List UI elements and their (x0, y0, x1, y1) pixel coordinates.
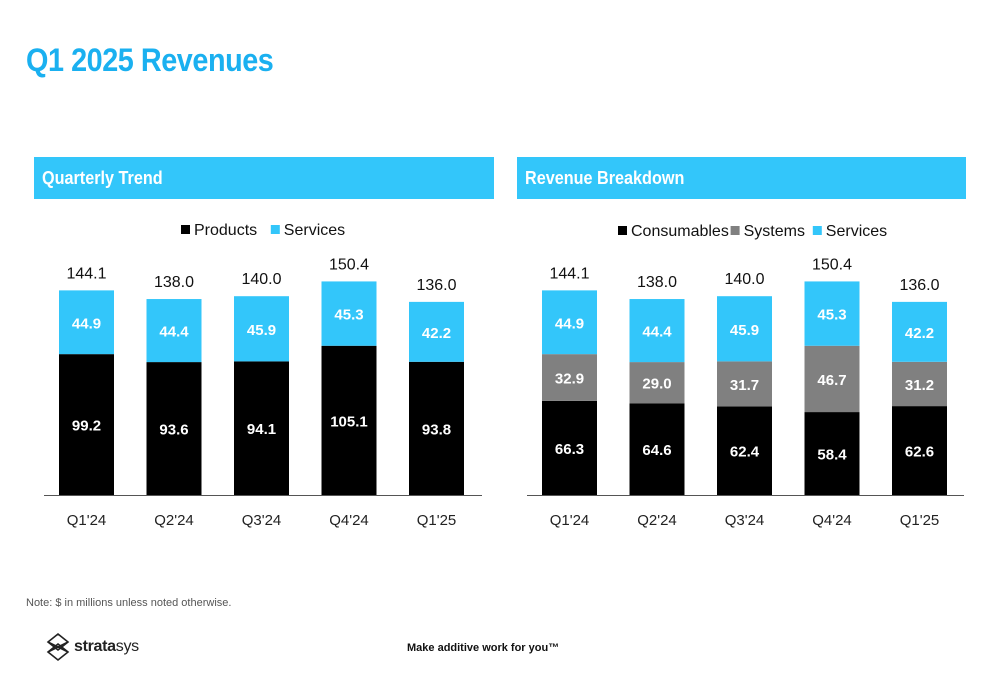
breakdown-value-label-services-3: 45.3 (817, 307, 846, 324)
tagline: Make additive work for you™ (407, 642, 560, 654)
breakdown-x-tick-3: Q4'24 (812, 512, 852, 529)
breakdown-bar-services-3 (804, 281, 860, 346)
trend-legend-swatch-1 (270, 225, 280, 234)
quarterly-trend-title: Quarterly Trend (42, 168, 163, 188)
trend-value-label-services-1: 44.4 (159, 324, 189, 341)
breakdown-x-tick-0: Q1'24 (550, 512, 590, 529)
trend-total-label-1: 138.0 (154, 274, 194, 291)
trend-value-label-products-2: 94.1 (247, 421, 276, 438)
trend-legend-label-1: Services (284, 222, 345, 239)
breakdown-value-label-systems-1: 29.0 (642, 376, 671, 393)
breakdown-bar-consumables-2 (717, 406, 772, 495)
breakdown-value-label-systems-4: 31.2 (905, 377, 934, 394)
trend-x-tick-1: Q2'24 (154, 512, 194, 529)
revenue-breakdown-header: Revenue Breakdown (517, 157, 966, 199)
breakdown-bar-consumables-1 (629, 403, 685, 495)
breakdown-value-label-services-1: 44.4 (642, 324, 672, 341)
breakdown-bar-systems-2 (717, 361, 772, 407)
revenue-breakdown-title: Revenue Breakdown (525, 168, 685, 188)
breakdown-value-label-services-0: 44.9 (555, 315, 584, 332)
trend-total-label-0: 144.1 (66, 265, 106, 282)
trend-bar-products-3 (321, 345, 377, 495)
breakdown-bar-systems-3 (804, 345, 860, 413)
breakdown-bar-services-4 (892, 301, 947, 362)
trend-bar-products-4 (409, 361, 464, 495)
breakdown-bar-systems-4 (892, 361, 947, 407)
breakdown-value-label-services-2: 45.9 (730, 322, 759, 339)
trend-total-label-2: 140.0 (241, 271, 281, 288)
breakdown-bar-systems-1 (629, 362, 685, 404)
breakdown-total-label-0: 144.1 (549, 265, 589, 282)
breakdown-bar-services-2 (717, 296, 772, 362)
breakdown-legend-label-2: Services (826, 223, 887, 240)
breakdown-total-label-2: 140.0 (724, 271, 764, 288)
trend-bar-products-2 (234, 361, 289, 495)
breakdown-bar-consumables-4 (892, 406, 947, 495)
breakdown-bar-consumables-3 (804, 412, 860, 495)
trend-total-label-4: 136.0 (416, 277, 456, 294)
breakdown-legend-swatch-0 (618, 226, 627, 235)
breakdown-bar-services-0 (542, 290, 597, 355)
breakdown-legend-label-0: Consumables (631, 223, 729, 240)
breakdown-total-label-4: 136.0 (899, 277, 939, 294)
breakdown-x-tick-4: Q1'25 (900, 512, 940, 529)
trend-value-label-services-0: 44.9 (72, 315, 101, 332)
trend-bar-services-3 (321, 281, 377, 346)
breakdown-value-label-systems-2: 31.7 (730, 377, 759, 394)
breakdown-x-tick-2: Q3'24 (725, 512, 765, 529)
trend-value-label-products-3: 105.1 (330, 413, 368, 430)
trend-x-tick-2: Q3'24 (242, 512, 282, 529)
breakdown-value-label-consumables-2: 62.4 (730, 444, 760, 461)
breakdown-bar-systems-0 (542, 354, 597, 401)
trend-legend-swatch-0 (181, 225, 190, 234)
trend-value-label-services-4: 42.2 (422, 325, 451, 342)
stratasys-logo: stratasys (46, 632, 139, 662)
breakdown-bar-consumables-0 (542, 400, 597, 495)
trend-value-label-products-4: 93.8 (422, 421, 451, 438)
breakdown-total-label-3: 150.4 (812, 256, 852, 273)
breakdown-x-tick-1: Q2'24 (637, 512, 677, 529)
trend-value-label-services-2: 45.9 (247, 322, 276, 339)
trend-value-label-products-0: 99.2 (72, 418, 101, 435)
trend-x-tick-4: Q1'25 (417, 512, 457, 529)
breakdown-legend-swatch-1 (730, 226, 740, 235)
breakdown-total-label-1: 138.0 (637, 274, 677, 291)
breakdown-value-label-consumables-4: 62.6 (905, 444, 934, 461)
breakdown-value-label-consumables-0: 66.3 (555, 441, 584, 458)
breakdown-bar-services-1 (629, 299, 685, 363)
logo-text-suffix: sys (115, 638, 139, 655)
breakdown-value-label-systems-3: 46.7 (817, 372, 846, 389)
breakdown-legend-swatch-2 (812, 226, 822, 235)
breakdown-legend-label-1: Systems (744, 223, 805, 240)
breakdown-value-label-consumables-1: 64.6 (642, 442, 671, 459)
stratasys-logo-icon (46, 632, 70, 662)
trend-bar-services-1 (146, 299, 202, 363)
quarterly-trend-header: Quarterly Trend (34, 157, 494, 199)
trend-bar-services-2 (234, 296, 289, 362)
breakdown-value-label-services-4: 42.2 (905, 325, 934, 342)
breakdown-value-label-consumables-3: 58.4 (817, 447, 847, 464)
trend-legend-label-0: Products (194, 222, 257, 239)
trend-bar-services-4 (409, 301, 464, 362)
trend-bar-products-1 (146, 362, 202, 495)
trend-total-label-3: 150.4 (329, 256, 369, 273)
trend-x-tick-3: Q4'24 (329, 512, 369, 529)
trend-value-label-services-3: 45.3 (334, 307, 363, 324)
trend-bar-products-0 (59, 354, 114, 495)
trend-bar-services-0 (59, 290, 114, 355)
breakdown-value-label-systems-0: 32.9 (555, 370, 584, 387)
logo-text-prefix: strata (74, 638, 116, 655)
trend-value-label-products-1: 93.6 (159, 422, 188, 439)
footnote: Note: $ in millions unless noted otherwi… (26, 597, 232, 609)
stratasys-logo-text: stratasys (74, 638, 139, 656)
page-title: Q1 2025 Revenues (26, 42, 274, 78)
trend-x-tick-0: Q1'24 (67, 512, 107, 529)
